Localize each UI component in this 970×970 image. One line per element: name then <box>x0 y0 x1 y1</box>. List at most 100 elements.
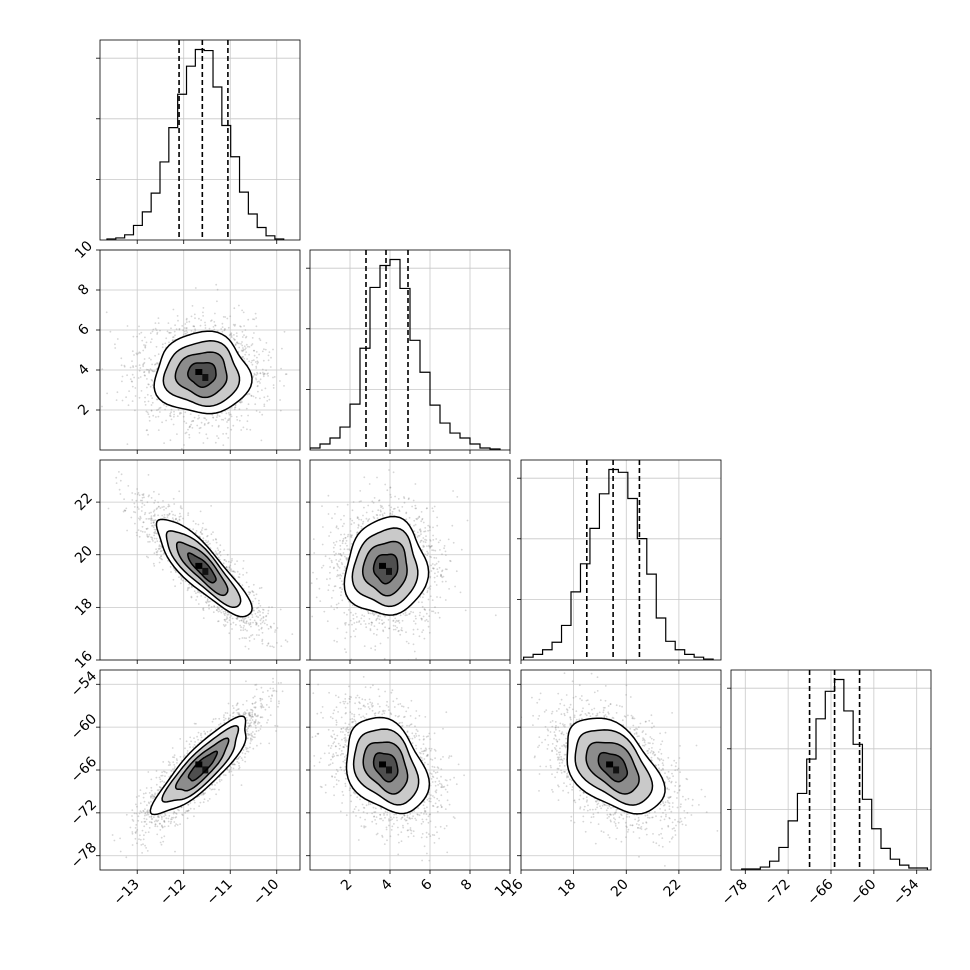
sample-point <box>114 347 117 349</box>
sample-point <box>180 412 183 414</box>
sample-point <box>373 625 376 627</box>
sample-point <box>134 409 136 412</box>
sample-point <box>185 431 188 434</box>
sample-point <box>120 364 123 367</box>
sample-point <box>253 354 256 357</box>
sample-point <box>247 403 250 406</box>
sample-point <box>121 380 123 383</box>
sample-point <box>407 498 410 501</box>
sample-point <box>238 419 241 422</box>
sample-point <box>222 316 225 318</box>
sample-point <box>131 360 133 362</box>
sample-point <box>238 637 241 640</box>
sample-point <box>144 345 147 348</box>
sample-point <box>115 399 118 401</box>
sample-point <box>172 513 175 516</box>
sample-point <box>187 512 190 514</box>
density-contours <box>155 518 253 618</box>
sample-point <box>340 518 342 521</box>
sample-point <box>215 283 218 286</box>
sample-point <box>389 486 392 489</box>
sample-point <box>252 583 255 586</box>
sample-point <box>216 288 219 291</box>
sample-point <box>143 358 146 360</box>
sample-point <box>265 369 267 372</box>
sample-point <box>158 505 160 508</box>
sample-point <box>259 611 261 613</box>
sample-point <box>173 330 176 333</box>
sample-point <box>321 505 323 507</box>
sample-point <box>136 353 139 356</box>
sample-point <box>341 583 344 586</box>
sample-point <box>230 336 233 339</box>
sample-point <box>392 619 395 622</box>
sample-point <box>230 333 233 336</box>
sample-point <box>101 368 104 370</box>
sample-point <box>234 343 237 346</box>
sample-point <box>204 417 207 420</box>
sample-point <box>150 517 153 519</box>
sample-point <box>204 321 206 324</box>
sample-point <box>256 381 259 383</box>
sample-point <box>346 535 349 538</box>
sample-point <box>206 598 209 600</box>
sample-point <box>247 414 250 417</box>
sample-point <box>255 622 258 624</box>
sample-point <box>168 341 170 344</box>
sample-point <box>427 587 429 590</box>
sample-point <box>234 344 237 347</box>
sample-point <box>267 612 269 615</box>
sample-point <box>215 541 218 544</box>
sample-point <box>207 604 210 607</box>
sample-point <box>156 398 158 401</box>
contour-line <box>153 330 253 415</box>
sample-point <box>236 570 239 573</box>
sample-point <box>249 618 252 621</box>
sample-point <box>145 410 148 413</box>
sample-point <box>153 502 156 504</box>
sample-point <box>246 420 249 423</box>
sample-point <box>156 362 159 364</box>
sample-point <box>255 593 258 596</box>
sample-point <box>170 571 172 573</box>
sample-point <box>245 620 248 622</box>
sample-point <box>358 518 360 521</box>
sample-point <box>253 638 256 640</box>
sample-point <box>391 510 394 513</box>
sample-point <box>262 373 265 376</box>
sample-point <box>144 531 146 533</box>
sample-point <box>261 640 263 642</box>
sample-point <box>250 395 253 397</box>
sample-point <box>259 619 262 622</box>
sample-point <box>198 317 200 320</box>
sample-point <box>464 609 467 612</box>
sample-point <box>153 552 156 555</box>
sample-point <box>206 437 209 440</box>
sample-point <box>234 323 237 326</box>
sample-point <box>419 529 422 532</box>
sample-point <box>232 323 235 326</box>
sample-point <box>425 612 428 615</box>
sample-point <box>253 318 256 321</box>
sample-point <box>144 404 147 406</box>
sample-point <box>121 399 124 402</box>
sample-point <box>243 357 246 360</box>
sample-point <box>233 338 236 341</box>
sample-point <box>190 595 193 598</box>
sample-point <box>251 634 254 636</box>
sample-point <box>244 329 247 331</box>
sample-point <box>212 531 214 534</box>
sample-point <box>147 433 150 436</box>
sample-point <box>202 608 204 610</box>
sample-point <box>218 608 221 611</box>
sample-point <box>145 429 148 432</box>
sample-point <box>251 337 254 339</box>
sample-point <box>147 400 150 403</box>
sample-point <box>145 518 148 520</box>
sample-point <box>143 371 145 374</box>
sample-point <box>141 499 144 502</box>
sample-point <box>270 356 272 359</box>
sample-point <box>292 667 294 669</box>
sample-point <box>258 602 260 605</box>
sample-point <box>178 518 181 521</box>
